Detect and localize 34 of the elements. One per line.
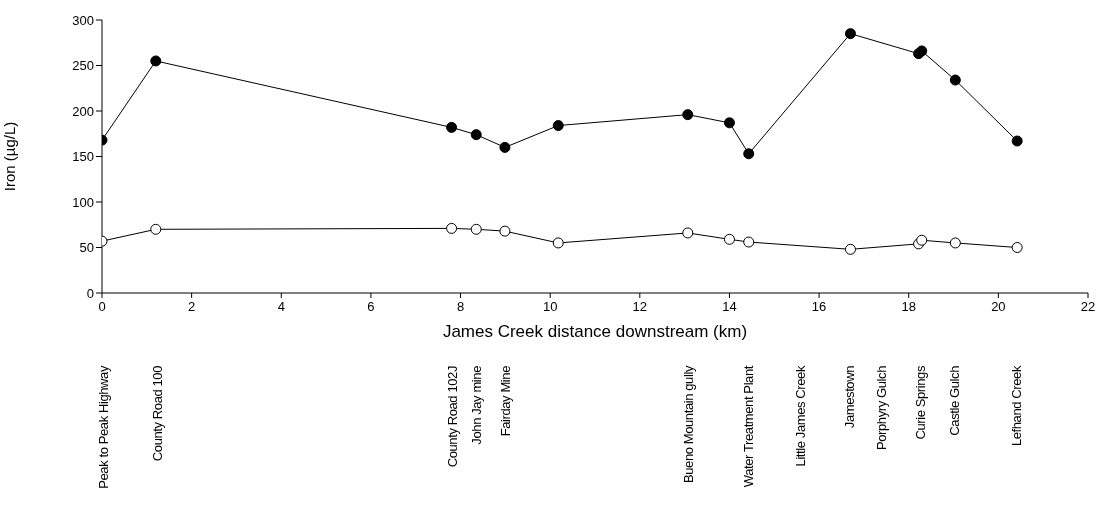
y-tick-label: 0 — [86, 285, 94, 301]
y-tick-label: 150 — [72, 149, 94, 165]
y-tick-label: 100 — [72, 194, 94, 210]
text: John Jay mine — [469, 365, 484, 445]
y-tick-label: 250 — [72, 58, 94, 74]
x-tick-label: 18 — [901, 299, 916, 315]
text: Bueno Mountain gully — [681, 365, 696, 484]
x-tick-label: 0 — [98, 299, 106, 315]
text: Little James Creek — [793, 365, 808, 467]
x-tick-label: 2 — [188, 299, 196, 315]
x-tick-label: 22 — [1080, 299, 1096, 315]
x-tick-label: 20 — [991, 299, 1006, 315]
x-tick-label: 4 — [277, 299, 285, 315]
y-tick-label: 50 — [79, 240, 94, 256]
text: Lefhand Creek — [1009, 365, 1024, 447]
x-tick-label: 12 — [632, 299, 648, 315]
y-tick-label: 300 — [72, 12, 94, 28]
x-tick-label: 8 — [456, 299, 465, 315]
text: Fairday Mine — [498, 365, 513, 437]
text: County Road 100 — [150, 365, 165, 462]
x-tick-label: 10 — [542, 299, 558, 315]
text: Curie Springs — [913, 365, 928, 440]
y-axis-title: Iron (µg/L) — [1, 121, 19, 192]
text: Water Treatment Plant — [741, 365, 756, 488]
text: Porphyry Gulch — [874, 365, 889, 450]
x-axis-title: James Creek distance downstream (km) — [442, 322, 748, 342]
x-tick-label: 16 — [811, 299, 827, 315]
text: County Road 102J — [445, 366, 460, 468]
text: Castle Gulch — [947, 365, 962, 436]
x-tick-label: 14 — [722, 299, 737, 315]
text: Peak to Peak Highway — [96, 365, 111, 489]
x-tick-label: 6 — [367, 299, 375, 315]
y-tick-label: 200 — [72, 103, 94, 119]
text: Jamestown — [842, 365, 857, 429]
